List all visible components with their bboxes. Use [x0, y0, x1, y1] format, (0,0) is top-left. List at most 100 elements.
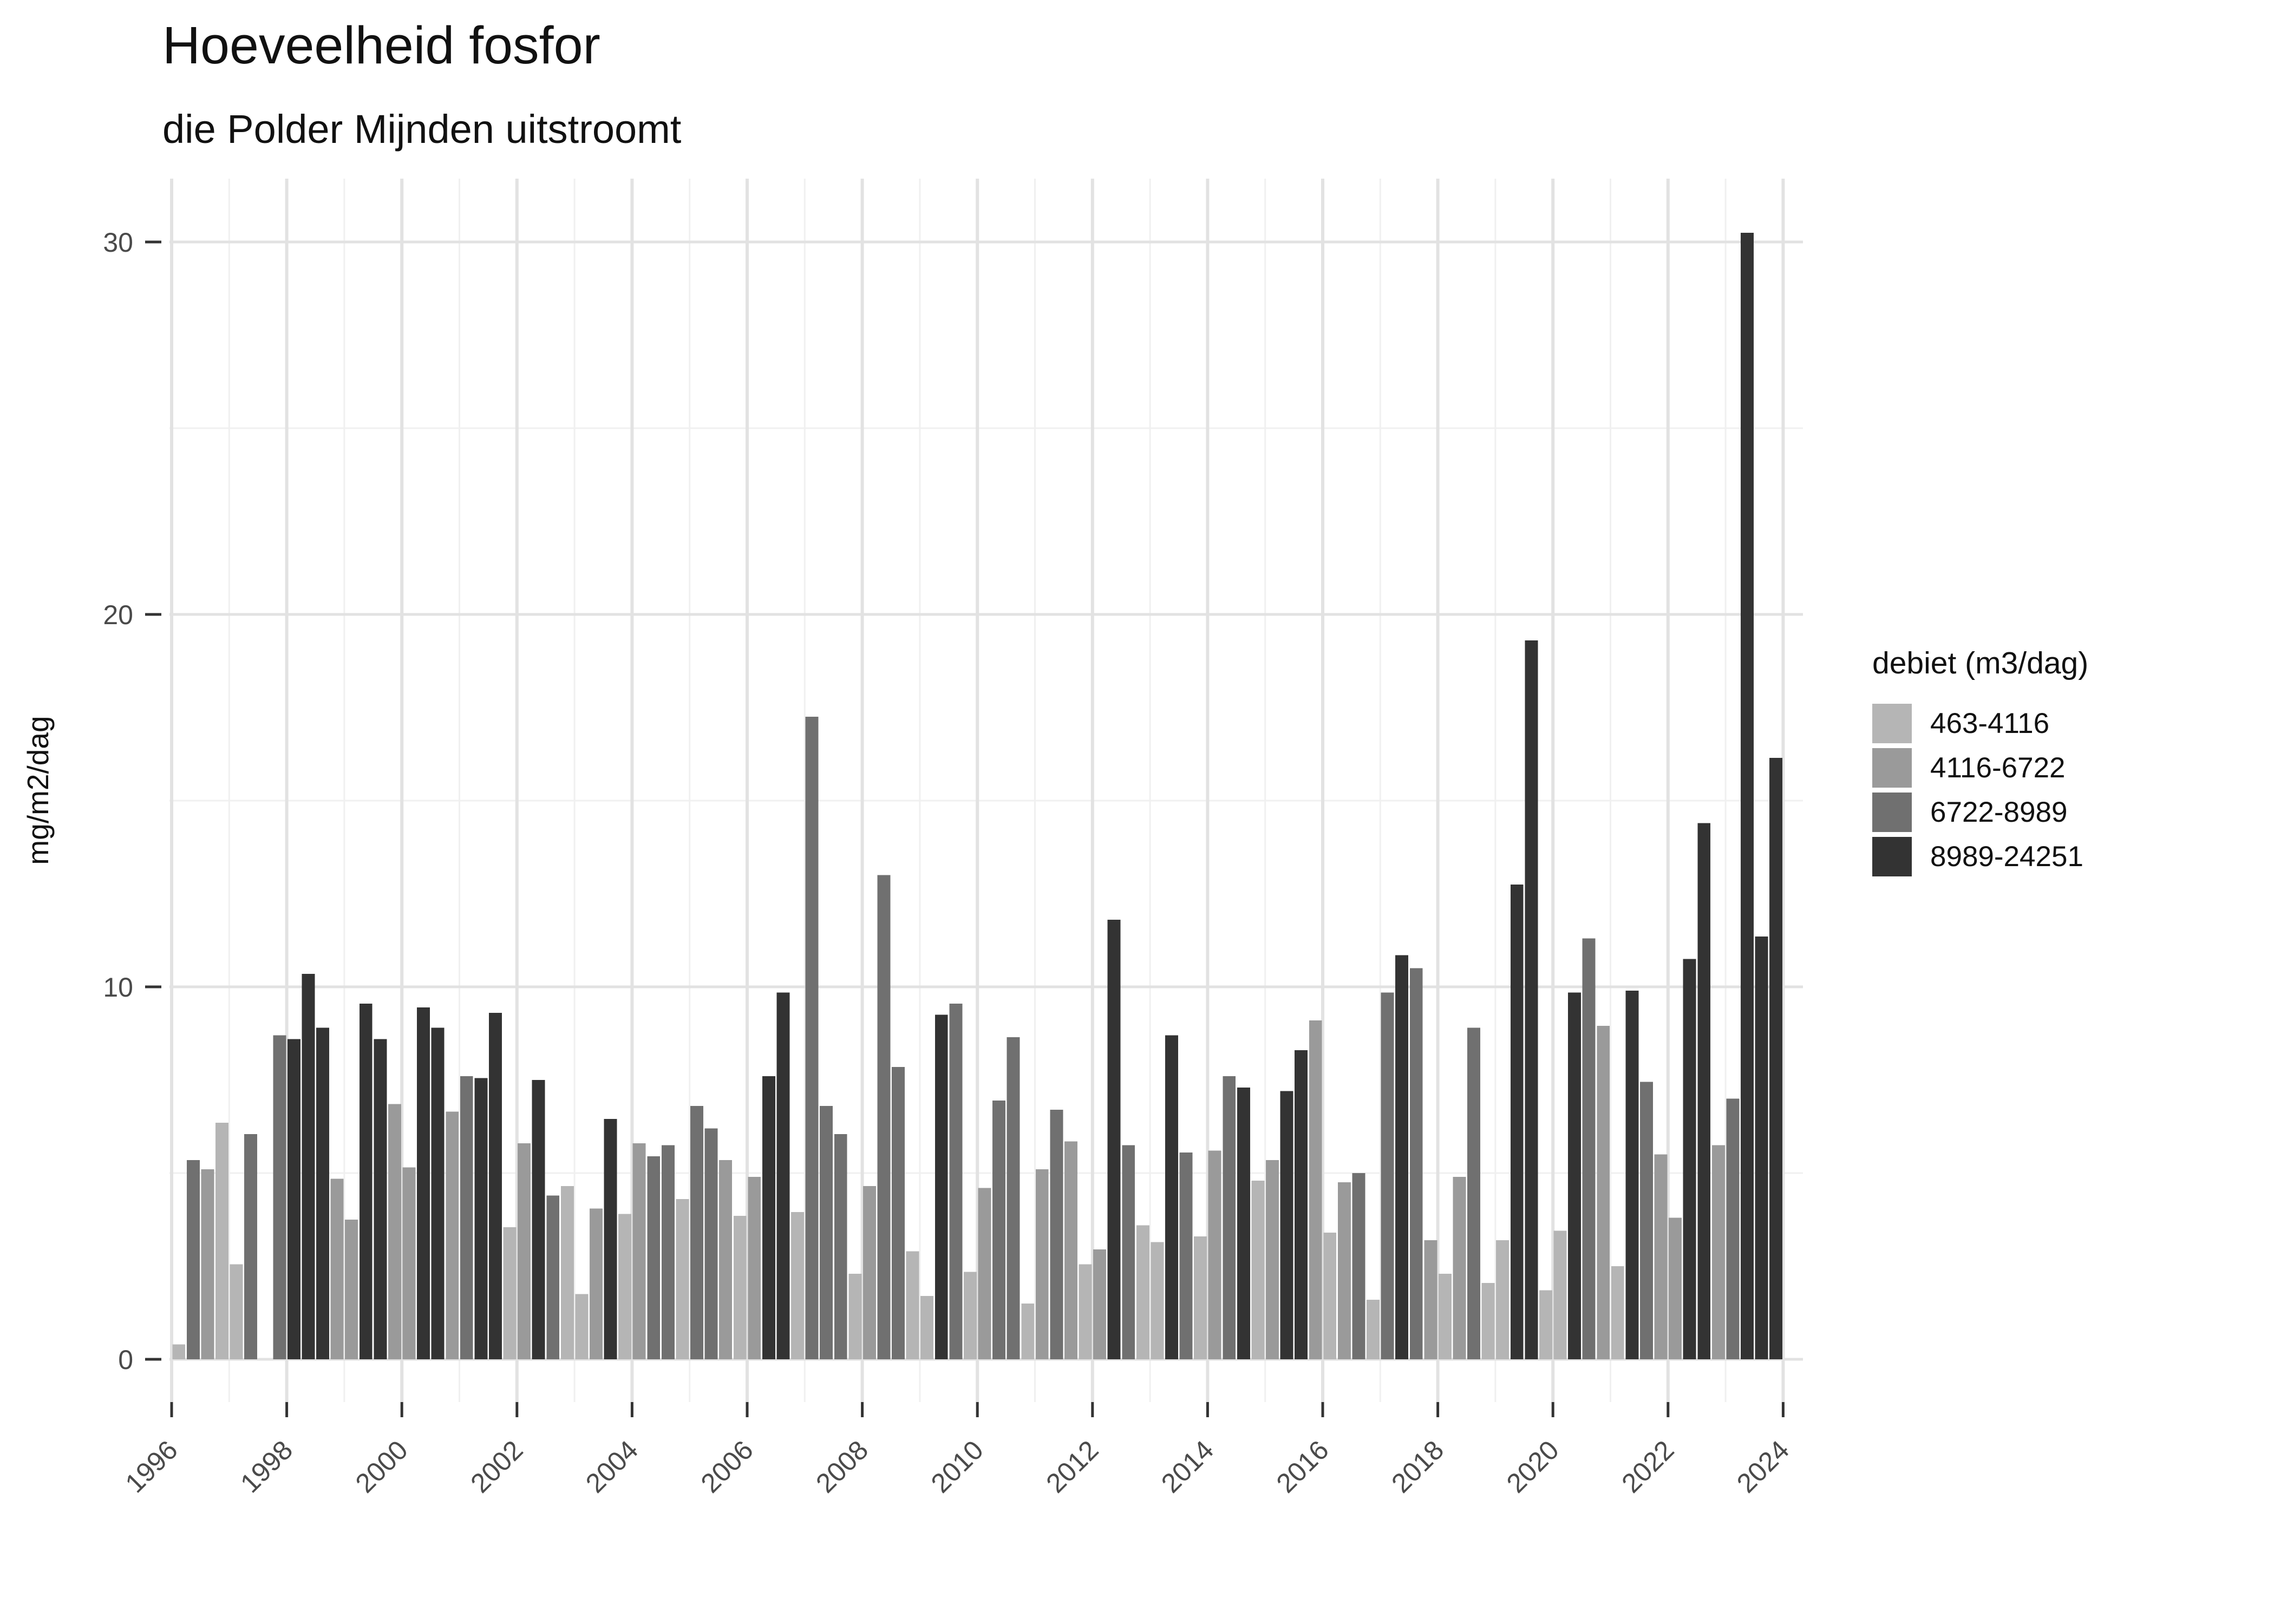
- bar: [172, 1344, 186, 1359]
- bar: [1640, 1082, 1653, 1359]
- bar: [417, 1007, 430, 1359]
- bar: [230, 1264, 243, 1359]
- bar: [1194, 1236, 1207, 1359]
- legend-label: 6722-8989: [1930, 796, 2068, 828]
- bar: [1726, 1098, 1740, 1359]
- bar: [359, 1004, 373, 1359]
- bar: [1035, 1169, 1049, 1359]
- bar: [661, 1145, 675, 1359]
- bar: [1381, 992, 1394, 1359]
- bar: [1409, 968, 1423, 1359]
- bar: [431, 1027, 445, 1359]
- bar: [316, 1027, 329, 1359]
- legend-swatch-category-3: [1872, 793, 1912, 832]
- bar: [1136, 1225, 1149, 1359]
- legend-item: 4116-6722: [1872, 748, 2088, 788]
- y-axis-tick-label: 30: [103, 227, 133, 258]
- bar: [1280, 1091, 1293, 1359]
- bar: [273, 1035, 286, 1359]
- x-axis-tick-label: 2020: [1501, 1435, 1565, 1498]
- bar: [935, 1014, 948, 1359]
- bar: [1323, 1233, 1337, 1359]
- bar: [1438, 1273, 1452, 1359]
- bar: [892, 1066, 905, 1359]
- bar: [1266, 1160, 1279, 1359]
- legend-label: 4116-6722: [1930, 752, 2066, 784]
- legend-swatch-category-2: [1872, 748, 1912, 788]
- bar: [1251, 1180, 1265, 1359]
- bar: [503, 1227, 517, 1359]
- bar: [1467, 1027, 1480, 1359]
- legend: debiet (m3/dag) 463-4116 4116-6722 6722-…: [1872, 645, 2088, 881]
- bar: [647, 1156, 661, 1359]
- bar: [1582, 938, 1596, 1359]
- bar: [489, 1013, 502, 1359]
- bar: [820, 1106, 833, 1359]
- bar: [1079, 1264, 1092, 1359]
- bar: [546, 1195, 560, 1359]
- bar: [590, 1208, 603, 1359]
- y-axis-tick-label: 10: [103, 972, 133, 1003]
- x-axis-tick-label: 1998: [234, 1435, 298, 1498]
- chart-title: Hoeveelheid fosfor: [162, 16, 600, 75]
- bar: [1208, 1150, 1221, 1359]
- x-axis-tick-label: 2016: [1271, 1435, 1335, 1498]
- bar: [215, 1123, 228, 1359]
- y-axis-tick-label: 20: [103, 600, 133, 630]
- x-axis-tick-label: 2022: [1616, 1435, 1680, 1498]
- x-axis-tick-label: 2014: [1155, 1435, 1219, 1498]
- x-axis-tick-label: 2002: [465, 1435, 528, 1498]
- bar: [1151, 1242, 1164, 1359]
- bar: [704, 1128, 718, 1359]
- bar: [1107, 920, 1121, 1359]
- bar: [1165, 1035, 1178, 1359]
- bar: [1539, 1290, 1552, 1359]
- bar: [1711, 1145, 1725, 1359]
- bar: [964, 1272, 977, 1359]
- bar: [1309, 1020, 1322, 1359]
- bar: [791, 1212, 804, 1359]
- bar: [618, 1214, 632, 1359]
- bar: [402, 1167, 416, 1359]
- bar: [949, 1004, 963, 1359]
- bar: [1007, 1037, 1020, 1359]
- x-axis-tick-label: 1996: [120, 1435, 184, 1498]
- y-axis-title: mg/m2/dag: [21, 716, 55, 865]
- bar: [1755, 937, 1768, 1359]
- bar: [1395, 955, 1409, 1359]
- x-axis-tick-label: 2012: [1040, 1435, 1104, 1498]
- legend-item: 463-4116: [1872, 704, 2088, 743]
- bar: [848, 1273, 862, 1359]
- bar: [604, 1119, 617, 1359]
- bar: [1367, 1299, 1380, 1359]
- bar: [460, 1076, 473, 1359]
- bar: [805, 717, 819, 1359]
- bar: [906, 1251, 919, 1359]
- bar: [877, 875, 891, 1359]
- bar: [1093, 1249, 1106, 1359]
- bar: [1453, 1176, 1466, 1359]
- bar: [532, 1080, 545, 1359]
- bar: [186, 1160, 200, 1359]
- bar: [1122, 1145, 1135, 1359]
- bar: [1697, 823, 1711, 1359]
- bar: [1021, 1303, 1035, 1359]
- bar: [244, 1134, 258, 1359]
- bar: [1611, 1266, 1624, 1359]
- bar: [632, 1143, 646, 1359]
- bar: [1237, 1087, 1250, 1359]
- bar: [920, 1296, 934, 1359]
- x-axis-tick-label: 2008: [810, 1435, 874, 1498]
- legend-label: 8989-24251: [1930, 841, 2083, 873]
- bar: [302, 973, 315, 1359]
- legend-label: 463-4116: [1930, 708, 2050, 739]
- bar: [1352, 1173, 1365, 1359]
- bar: [834, 1134, 847, 1359]
- bar: [374, 1039, 387, 1359]
- bar: [388, 1104, 401, 1359]
- x-axis-tick-label: 2024: [1731, 1435, 1795, 1498]
- bar: [560, 1186, 574, 1359]
- legend-swatch-category-4: [1872, 837, 1912, 876]
- bar: [575, 1294, 589, 1359]
